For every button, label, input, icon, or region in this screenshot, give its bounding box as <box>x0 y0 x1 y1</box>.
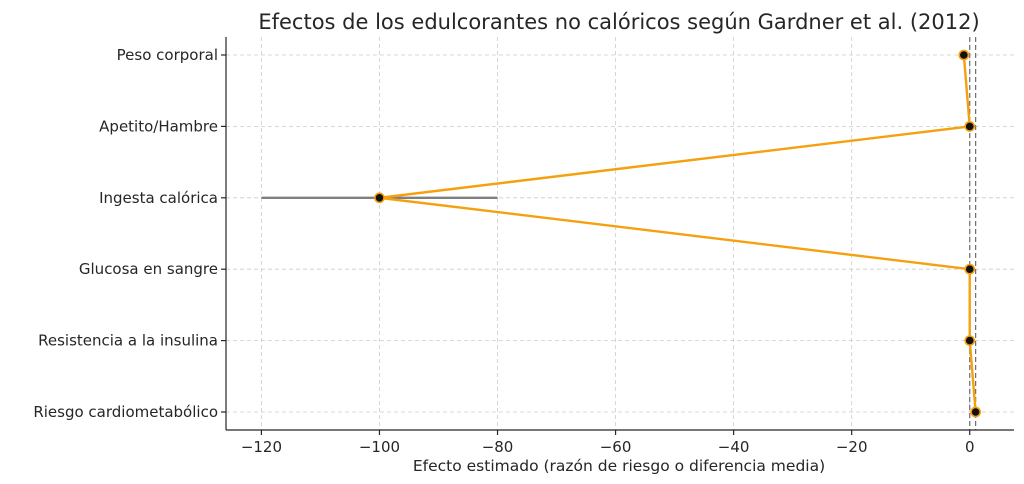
y-tick-label: Glucosa en sangre <box>79 260 218 278</box>
x-tick-label: −120 <box>241 438 282 456</box>
y-tick-label: Ingesta calórica <box>99 189 218 207</box>
chart-title: Efectos de los edulcorantes no calóricos… <box>258 10 979 34</box>
series-line <box>378 54 977 413</box>
data-point <box>970 406 982 418</box>
reference-lines <box>969 37 977 430</box>
x-tick-label: −40 <box>718 438 750 456</box>
data-point <box>958 49 970 61</box>
data-point <box>964 335 976 346</box>
data-point <box>964 121 976 132</box>
y-tick-label: Resistencia a la insulina <box>38 332 218 350</box>
x-tick-label: −80 <box>482 438 514 456</box>
x-tick-label: 0 <box>965 438 975 456</box>
x-tick-label: −60 <box>600 438 632 456</box>
x-tick-label: −100 <box>359 438 400 456</box>
y-axis-ticks: Peso corporal Apetito/Hambre Ingesta calór… <box>33 46 226 421</box>
x-axis-label: Efecto estimado (razón de riesgo o difer… <box>413 457 825 475</box>
axes <box>225 37 1014 431</box>
x-tick-label: −20 <box>836 438 868 456</box>
y-tick-label: Apetito/Hambre <box>99 117 218 135</box>
y-tick-label: Riesgo cardiometabólico <box>33 403 218 421</box>
grid <box>226 37 1014 430</box>
y-tick-label: Peso corporal <box>117 46 218 64</box>
x-axis-ticks: −120 −100 −80 −60 −40 −20 0 <box>241 430 975 456</box>
data-points <box>374 49 982 418</box>
data-point <box>374 192 385 204</box>
data-point <box>964 263 976 275</box>
